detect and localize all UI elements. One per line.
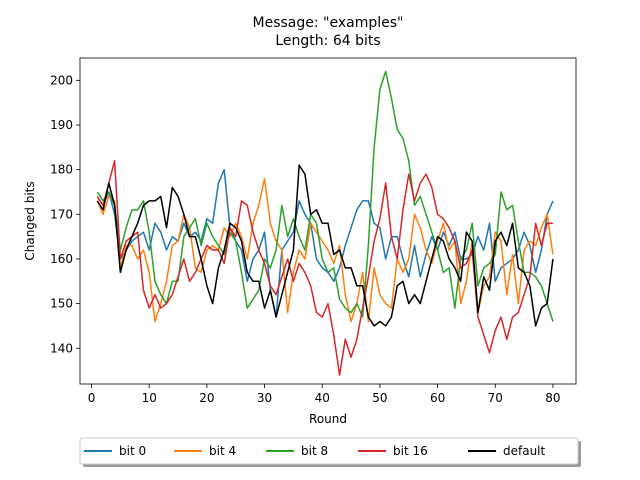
x-axis-label: Round	[309, 412, 347, 426]
series-line-default	[96, 164, 554, 327]
x-tick-label: 20	[199, 391, 214, 405]
x-tick-label: 10	[142, 391, 157, 405]
legend-label-bit-4: bit 4	[209, 444, 236, 458]
plot-frame	[79, 57, 577, 385]
chart-title-line-1: Message: "examples"	[253, 15, 404, 31]
x-tick-label: 80	[545, 391, 560, 405]
y-tick-label: 200	[50, 73, 73, 87]
y-tick-label: 180	[50, 163, 73, 177]
y-tick-label: 190	[50, 118, 73, 132]
x-tick-label: 0	[88, 391, 96, 405]
y-tick-label: 170	[50, 207, 73, 221]
legend-box	[79, 437, 579, 465]
x-tick-label: 70	[488, 391, 503, 405]
y-tick-label: 140	[50, 341, 73, 355]
y-tick-label: 160	[50, 252, 73, 266]
legend-label-bit-8: bit 8	[301, 444, 328, 458]
x-tick-label: 30	[257, 391, 272, 405]
legend-label-bit-16: bit 16	[393, 444, 428, 458]
chart-title-line-2: Length: 64 bits	[275, 33, 380, 49]
legend-label-bit-0: bit 0	[119, 444, 146, 458]
series-line-bit-4	[96, 177, 554, 323]
series-line-bit-8	[96, 70, 554, 322]
x-tick-label: 60	[430, 391, 445, 405]
series-line-bit-0	[96, 168, 554, 318]
y-axis-label: Changed bits	[23, 181, 37, 260]
legend-label-default: default	[503, 444, 546, 458]
y-tick-label: 150	[50, 297, 73, 311]
x-tick-label: 40	[315, 391, 330, 405]
x-tick-label: 50	[372, 391, 387, 405]
